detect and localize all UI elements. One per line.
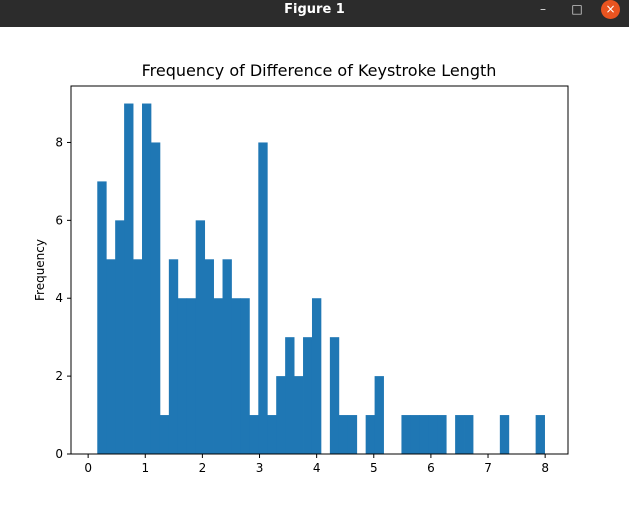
histogram-bar: [124, 103, 134, 455]
histogram-bar: [455, 415, 465, 454]
histogram-bar: [303, 337, 313, 454]
y-tick-label: 8: [55, 135, 63, 149]
histogram-bar: [338, 415, 349, 454]
histogram-bar: [311, 298, 322, 454]
histogram-bars: [97, 103, 545, 455]
histogram-bar: [213, 298, 223, 454]
histogram-bar: [464, 415, 474, 454]
x-axis-ticks: 0 1 2 3 4 5 6 7 8: [84, 454, 549, 475]
histogram-bar: [374, 376, 384, 454]
histogram-bar: [204, 259, 214, 454]
histogram-bar: [294, 376, 304, 454]
histogram-bar: [258, 142, 268, 454]
histogram-bar: [365, 415, 376, 454]
y-tick-label: 4: [55, 291, 63, 305]
histogram-bar: [535, 415, 545, 454]
histogram-bar: [401, 415, 411, 454]
histogram-bar: [115, 220, 125, 454]
x-tick-label: 4: [313, 461, 321, 475]
histogram-bar: [177, 298, 188, 454]
chart-title: Frequency of Difference of Keystroke Len…: [142, 61, 497, 80]
histogram-bar: [195, 220, 206, 454]
y-tick-label: 0: [55, 447, 63, 461]
x-tick-label: 1: [141, 461, 149, 475]
histogram-bar: [240, 298, 250, 454]
histogram-bar: [276, 376, 286, 454]
y-tick-label: 2: [55, 369, 63, 383]
plot-frame: [70, 85, 569, 455]
histogram-bar: [499, 415, 510, 454]
histogram-bar: [410, 415, 420, 454]
x-tick-label: 5: [370, 461, 378, 475]
y-axis-label: Frequency: [33, 239, 47, 301]
histogram-bar: [150, 142, 161, 454]
close-icon[interactable]: ×: [601, 0, 620, 19]
histogram-bar: [222, 259, 232, 454]
histogram-bar: [106, 259, 116, 454]
histogram-bar: [267, 415, 277, 454]
histogram-bar: [97, 181, 107, 454]
x-tick-label: 7: [484, 461, 492, 475]
histogram-bar: [168, 259, 179, 454]
x-tick-label: 2: [199, 461, 207, 475]
histogram-bar: [159, 415, 170, 454]
histogram-bar: [428, 415, 438, 454]
histogram-bar: [329, 337, 340, 454]
window-titlebar[interactable]: Figure 1 – □ ×: [0, 0, 629, 27]
x-tick-label: 0: [84, 461, 92, 475]
histogram-bar: [285, 337, 295, 454]
histogram-bar: [437, 415, 447, 454]
histogram-bar: [249, 415, 259, 454]
maximize-icon[interactable]: □: [571, 2, 583, 16]
minimize-icon[interactable]: –: [540, 2, 546, 16]
histogram-bar: [186, 298, 197, 454]
x-tick-label: 8: [541, 461, 549, 475]
x-tick-label: 3: [256, 461, 264, 475]
histogram-bar: [142, 103, 152, 455]
window-title: Figure 1: [284, 2, 345, 17]
y-tick-label: 6: [55, 213, 63, 227]
histogram-bar: [231, 298, 241, 454]
y-axis-ticks: 0 2 4 6 8: [55, 135, 71, 461]
histogram-bar: [347, 415, 358, 454]
x-tick-label: 6: [427, 461, 435, 475]
histogram-bar: [419, 415, 429, 454]
histogram-bar: [133, 259, 143, 454]
histogram-chart: 0 1 2 3 4 5 6 7 8 0 2 4 6 8 Frequency of Difference …: [33, 61, 569, 475]
